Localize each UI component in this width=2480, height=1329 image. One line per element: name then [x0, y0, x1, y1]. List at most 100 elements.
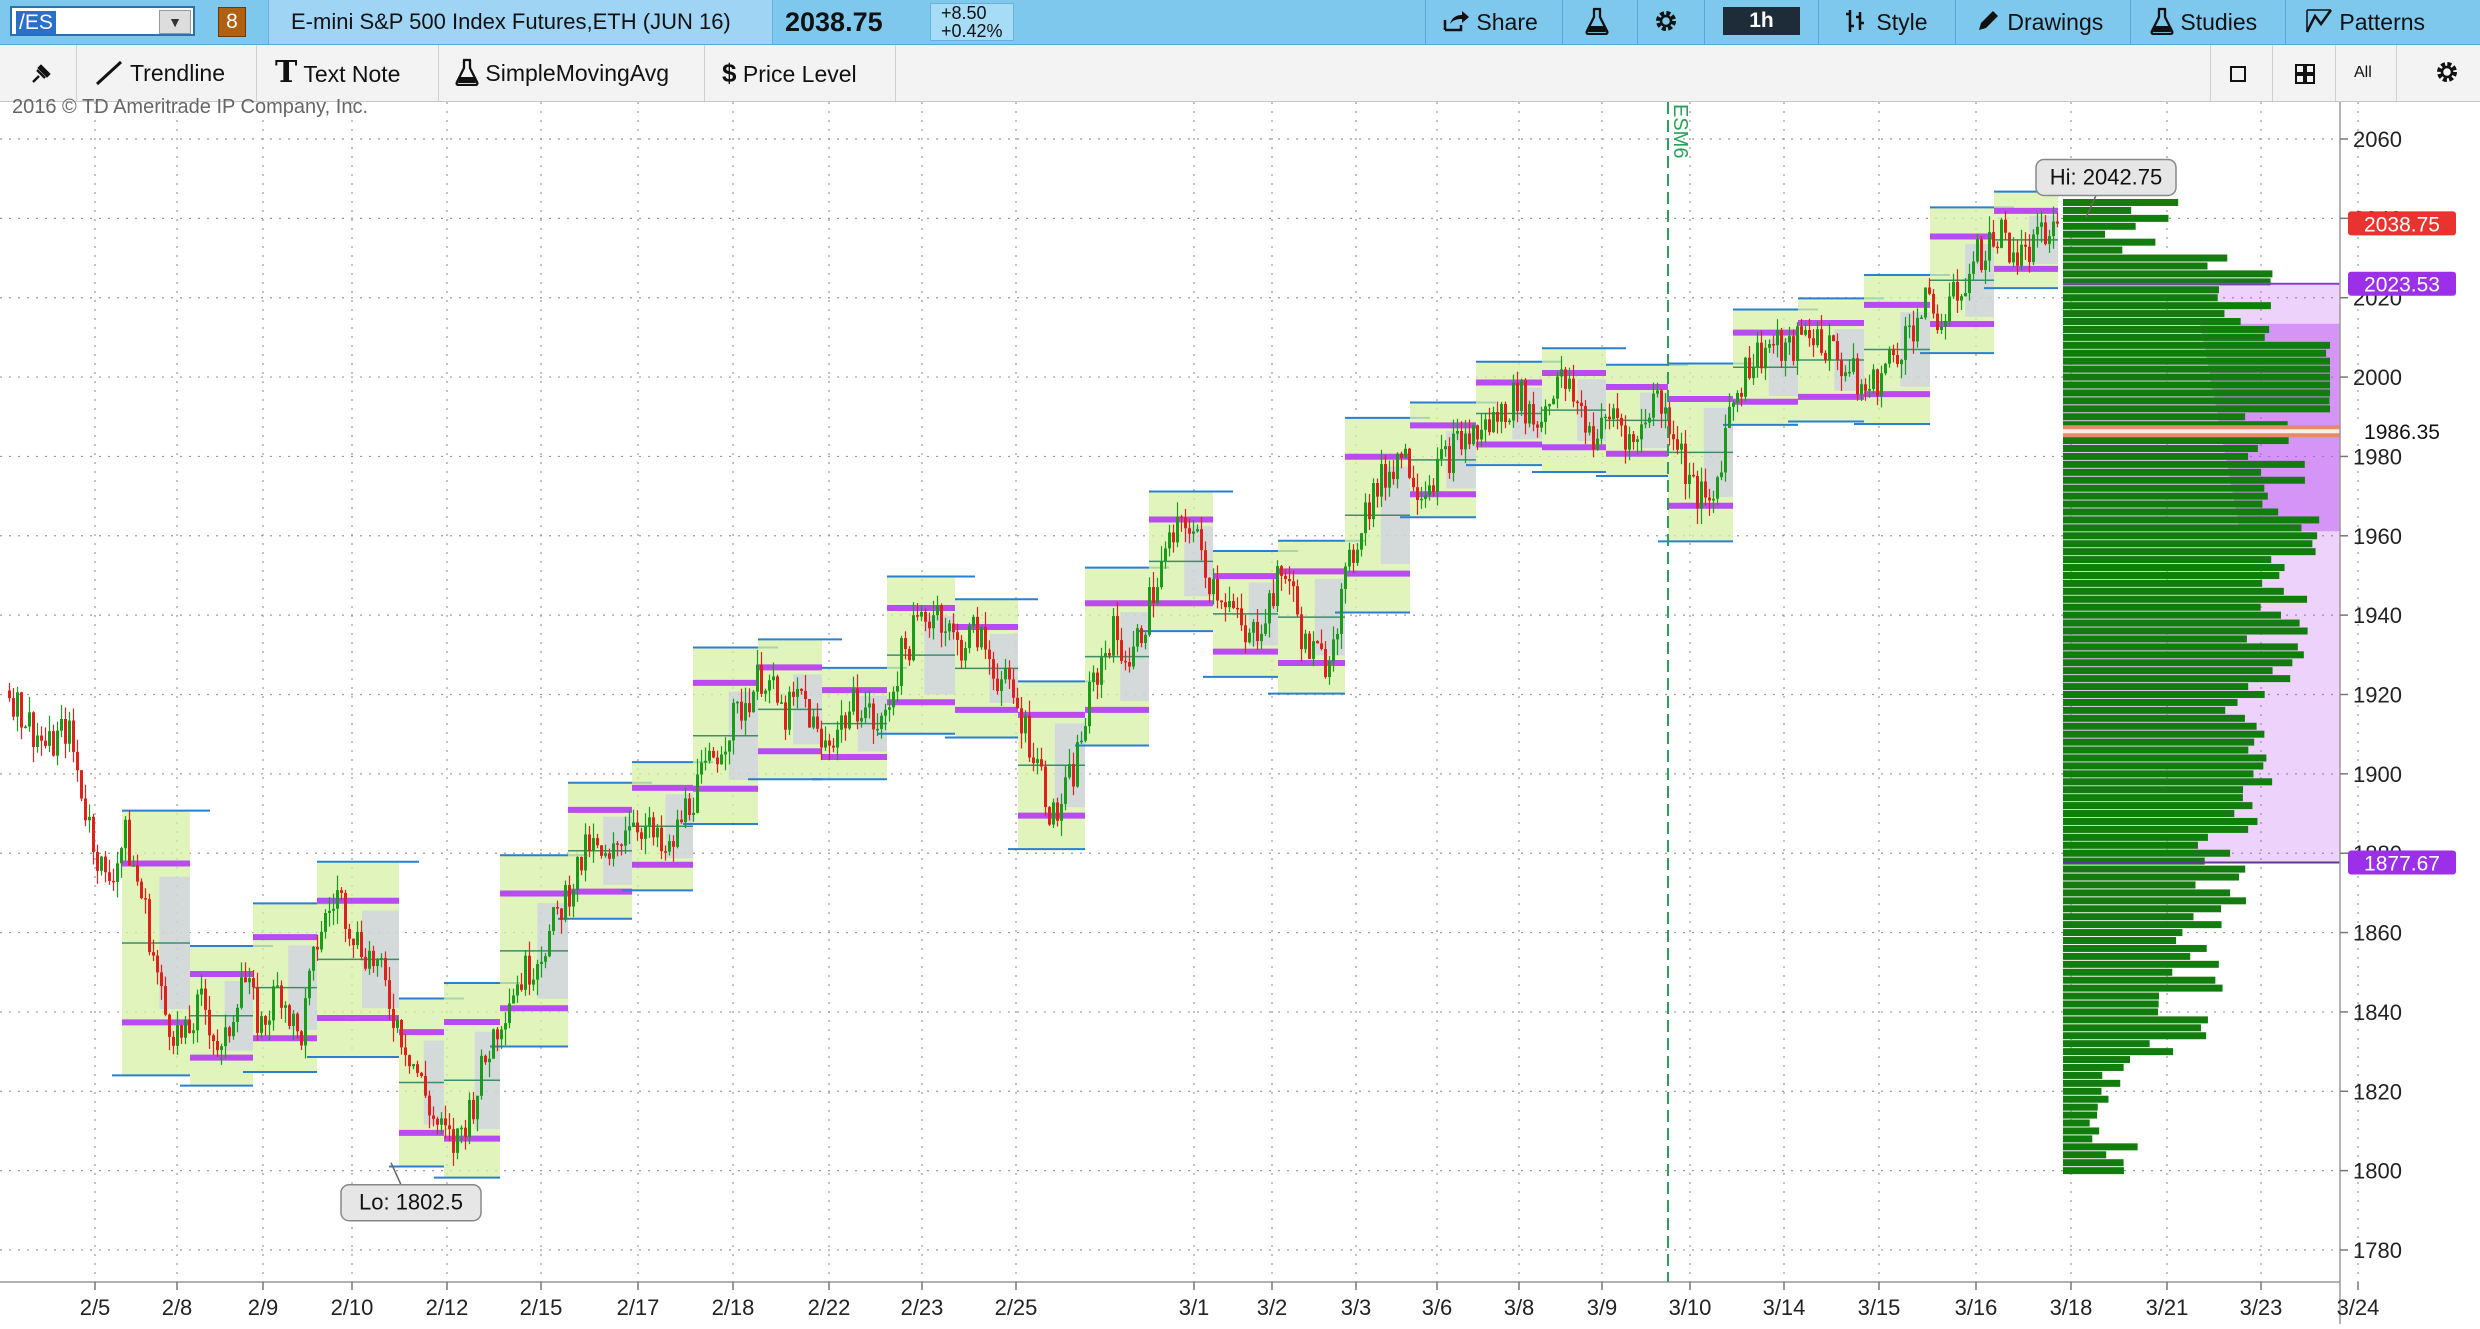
candle-body	[336, 890, 339, 909]
profile-bar	[2063, 1063, 2124, 1071]
sma-tool[interactable]: SimpleMovingAvg	[455, 45, 669, 101]
candle	[824, 726, 827, 751]
candle	[1784, 338, 1787, 377]
interval-selector[interactable]: 1h	[1723, 7, 1800, 35]
candle	[360, 920, 363, 961]
candle-body	[1880, 373, 1883, 397]
candle-body	[60, 718, 63, 731]
candle	[1200, 516, 1203, 561]
candle-body	[856, 688, 859, 722]
patterns-button[interactable]: Patterns	[2305, 0, 2425, 44]
candle	[1232, 593, 1235, 610]
candle	[1992, 219, 1995, 248]
candle-body	[1136, 628, 1139, 647]
profile-bar	[2063, 1016, 2208, 1024]
profile-bar	[2063, 571, 2280, 579]
candle-body	[824, 740, 827, 748]
gear-icon[interactable]	[2433, 45, 2461, 101]
profile-bar	[2063, 619, 2300, 627]
candle	[1332, 626, 1335, 672]
candle	[996, 663, 999, 695]
candle	[544, 953, 547, 969]
candle	[636, 810, 639, 841]
candle	[496, 1026, 499, 1052]
candle-body	[1860, 384, 1863, 395]
grid-layout-icon[interactable]	[2294, 45, 2316, 101]
candle-body	[1968, 273, 1971, 294]
candle-body	[1092, 672, 1095, 682]
flask-icon[interactable]	[1584, 0, 1610, 44]
candle-body	[928, 621, 931, 629]
price-level-tool[interactable]: $ Price Level	[722, 45, 857, 101]
candle-body	[712, 750, 715, 758]
candle-body	[1636, 439, 1639, 442]
candle-body	[932, 615, 935, 629]
last-price: 2038.75	[785, 7, 883, 37]
candle-body	[1280, 566, 1283, 576]
candle-body	[460, 1127, 463, 1130]
date-tick-label: 3/3	[1341, 1295, 1372, 1320]
candle	[1748, 346, 1751, 380]
single-layout-icon[interactable]	[2228, 45, 2248, 101]
profile-bar	[2063, 683, 2249, 691]
pin-icon[interactable]	[30, 45, 52, 101]
candle	[1996, 241, 1999, 254]
studies-button[interactable]: Studies	[2150, 0, 2257, 44]
candle-body	[1248, 632, 1251, 643]
candle-body	[596, 838, 599, 846]
price-chart[interactable]: 2060204020202000198019601940192019001880…	[0, 102, 2480, 1324]
candle-body	[1912, 325, 1915, 342]
candle	[1812, 329, 1815, 358]
candle-body	[348, 928, 351, 939]
chevron-down-icon[interactable]: ▼	[159, 10, 191, 34]
candle-body	[1980, 239, 1983, 271]
candle-body	[1844, 372, 1847, 377]
text-note-tool[interactable]: T Text Note	[275, 45, 400, 101]
candle	[184, 1016, 187, 1045]
style-button[interactable]: Style	[1842, 0, 1928, 44]
price-tick-label: 2000	[2353, 365, 2402, 390]
trendline-tool[interactable]: Trendline	[94, 45, 225, 101]
candle	[1168, 524, 1171, 557]
candle-body	[1628, 434, 1631, 450]
candle	[640, 827, 643, 850]
candle-body	[116, 863, 119, 882]
candle	[1472, 422, 1475, 446]
candle-body	[1540, 421, 1543, 428]
profile-bar	[2063, 1032, 2207, 1040]
candle	[884, 703, 887, 731]
symbol-input[interactable]: /ES ▼	[10, 6, 195, 36]
style-icon	[1842, 9, 1876, 35]
candle-body	[1588, 426, 1591, 433]
candle	[620, 843, 623, 856]
profile-bar	[2063, 667, 2273, 675]
candle	[684, 787, 687, 829]
drawings-button[interactable]: Drawings	[1975, 0, 2103, 44]
profile-bar	[2063, 754, 2267, 762]
share-button[interactable]: Share	[1442, 0, 1538, 44]
candle	[460, 1125, 463, 1144]
candle-body	[1624, 425, 1627, 450]
candle-body	[756, 664, 759, 692]
profile-bar	[2063, 1008, 2159, 1016]
candle-body	[1692, 474, 1695, 477]
candle	[2044, 215, 2047, 246]
all-button[interactable]: All	[2354, 64, 2372, 81]
profile-bar	[2063, 1159, 2124, 1167]
candle-body	[1344, 566, 1347, 589]
candle-body	[192, 1030, 195, 1034]
candle	[1028, 700, 1031, 762]
candle-body	[1192, 531, 1195, 534]
symbol-link-badge[interactable]: 8	[218, 7, 246, 37]
candle-body	[860, 718, 863, 722]
candle-body	[940, 605, 943, 633]
candle-body	[880, 715, 883, 729]
candle-body	[1000, 679, 1003, 692]
candle	[1928, 278, 1931, 296]
candle	[1224, 593, 1227, 622]
profile-bar	[2063, 484, 2265, 492]
candle-body	[304, 998, 307, 1046]
gear-icon[interactable]	[1652, 0, 1680, 44]
candle-body	[680, 819, 683, 823]
chart-area[interactable]: 2060204020202000198019601940192019001880…	[0, 102, 2480, 1324]
